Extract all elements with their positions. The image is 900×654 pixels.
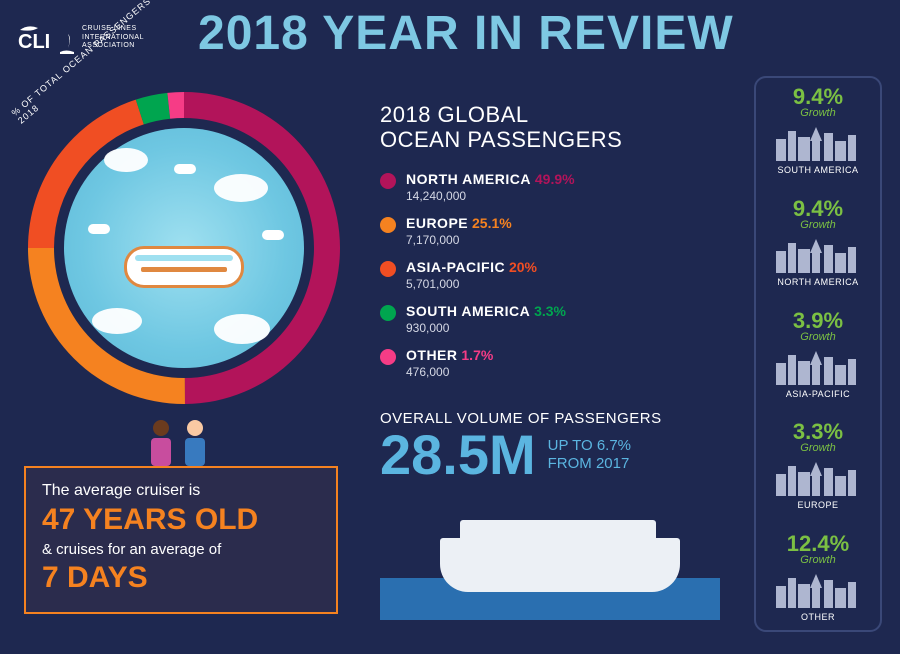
ship-icon [124,246,244,288]
legend-region: ASIA-PACIFIC [406,259,505,275]
growth-region: SOUTH AMERICA [760,165,876,175]
boat-icon [88,224,110,234]
person-icon [180,420,210,480]
growth-pct: 9.4%Growth [760,198,876,231]
skyline-icon [772,235,864,273]
legend-item: ASIA-PACIFIC 20% 5,701,000 [380,259,720,291]
person-icon [146,420,176,480]
growth-item: 3.9%Growth ASIA-PACIFIC [760,310,876,399]
volume-up-line: FROM 2017 [548,455,631,473]
header: CLI CRUISE LINES INTERNATIONAL ASSOCIATI… [18,14,882,78]
growth-item: 9.4%Growth SOUTH AMERICA [760,86,876,175]
legend-region: NORTH AMERICA [406,171,531,187]
growth-item: 3.3%Growth EUROPE [760,421,876,510]
page-title: 2018 YEAR IN REVIEW [198,6,734,61]
legend-pct: 49.9% [535,171,575,187]
volume-up-line: UP TO 6.7% [548,437,631,455]
growth-label: Growth [760,555,876,566]
legend-dot-icon [380,305,396,321]
avg-line: & cruises for an average of [42,541,320,558]
growth-item: 9.4%Growth NORTH AMERICA [760,198,876,287]
legend-text: OTHER 1.7% 476,000 [406,347,493,379]
legend-text: SOUTH AMERICA 3.3% 930,000 [406,303,566,335]
ocean-scene [64,128,304,368]
legend-pct: 1.7% [461,347,493,363]
cruise-ship-graphic [380,520,720,620]
legend-dot-icon [380,349,396,365]
legend-text: ASIA-PACIFIC 20% 5,701,000 [406,259,537,291]
legend-count: 7,170,000 [406,233,459,247]
people-icons [146,420,210,480]
growth-label: Growth [760,220,876,231]
average-box: The average cruiser is 47 YEARS OLD & cr… [24,466,338,614]
skyline-icon [772,123,864,161]
avg-line: The average cruiser is [42,482,320,500]
boat-icon [174,164,196,174]
legend-item: NORTH AMERICA 49.9% 14,240,000 [380,171,720,203]
cloud-icon [92,308,142,334]
growth-label: Growth [760,332,876,343]
avg-age: 47 YEARS OLD [42,500,320,539]
volume-section: OVERALL VOLUME OF PASSENGERS 28.5M UP TO… [380,410,740,483]
legend-region: SOUTH AMERICA [406,303,530,319]
logo-mark-icon: CLI [18,18,76,58]
cruise-ship-icon [440,538,680,592]
legend-pct: 25.1% [472,215,512,231]
legend-pct: 20% [509,259,537,275]
cloud-icon [214,174,268,202]
legend-text: NORTH AMERICA 49.9% 14,240,000 [406,171,575,203]
growth-label: Growth [760,108,876,119]
growth-label: Growth [760,443,876,454]
volume-up: UP TO 6.7% FROM 2017 [548,437,631,473]
skyline-icon [772,347,864,385]
growth-item: 12.4%Growth OTHER [760,533,876,622]
volume-value: 28.5M [380,427,536,483]
donut-chart: % OF TOTAL OCEAN PASSENGERS 2018 [24,88,344,408]
legend-item: SOUTH AMERICA 3.3% 930,000 [380,303,720,335]
legend-count: 5,701,000 [406,277,459,291]
svg-text:CLI: CLI [18,31,50,53]
legend-text: EUROPE 25.1% 7,170,000 [406,215,512,247]
growth-pct: 9.4%Growth [760,86,876,119]
legend-dot-icon [380,217,396,233]
legend-region: OTHER [406,347,458,363]
avg-days: 7 DAYS [42,558,320,597]
legend-dot-icon [380,173,396,189]
legend-pct: 3.3% [534,303,566,319]
passengers-section: 2018 GLOBALOCEAN PASSENGERS NORTH AMERIC… [380,102,720,391]
person-body [185,438,205,466]
donut-center-ocean [64,128,304,368]
donut-slice [167,92,184,119]
legend-dot-icon [380,261,396,277]
growth-pct: 12.4%Growth [760,533,876,566]
growth-region: OTHER [760,612,876,622]
growth-region: NORTH AMERICA [760,277,876,287]
cloud-icon [104,148,148,172]
cloud-icon [214,314,270,344]
skyline-icon [772,458,864,496]
legend-count: 930,000 [406,321,449,335]
legend-item: EUROPE 25.1% 7,170,000 [380,215,720,247]
passengers-heading: 2018 GLOBALOCEAN PASSENGERS [380,102,720,153]
growth-pct: 3.3%Growth [760,421,876,454]
legend-count: 476,000 [406,365,449,379]
growth-region: EUROPE [760,500,876,510]
person-head [187,420,203,436]
person-head [153,420,169,436]
person-body [151,438,171,466]
growth-region: ASIA-PACIFIC [760,389,876,399]
legend: NORTH AMERICA 49.9% 14,240,000 EUROPE 25.1… [380,171,720,379]
legend-item: OTHER 1.7% 476,000 [380,347,720,379]
skyline-icon [772,570,864,608]
legend-count: 14,240,000 [406,189,466,203]
growth-pct: 3.9%Growth [760,310,876,343]
legend-region: EUROPE [406,215,468,231]
growth-panel: 9.4%Growth SOUTH AMERICA 9.4%Growth NORTH A… [754,76,882,632]
boat-icon [262,230,284,240]
